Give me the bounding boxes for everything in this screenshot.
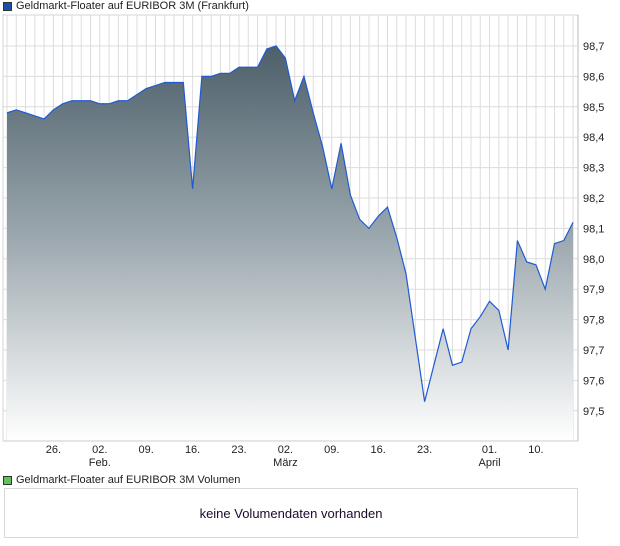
y-tick-label: 97,8 <box>583 315 604 327</box>
volume-message: keine Volumendaten vorhanden <box>199 505 383 521</box>
price-line <box>6 45 574 402</box>
x-tick-label: 16. <box>185 444 200 456</box>
y-tick-label: 97,7 <box>583 345 604 357</box>
y-tick-label: 98,1 <box>583 223 604 235</box>
volume-panel: keine Volumendaten vorhanden <box>4 488 578 538</box>
x-tick-label: 23. <box>417 444 432 456</box>
x-tick-label: 23. <box>231 444 246 456</box>
x-tick-month-label: März <box>273 457 297 469</box>
legend-swatch-icon <box>3 1 12 11</box>
y-tick-label: 98,6 <box>583 71 604 83</box>
main-legend: Geldmarkt-Floater auf EURIBOR 3M (Frankf… <box>3 0 249 12</box>
y-tick-label: 97,9 <box>583 284 604 296</box>
price-area <box>7 46 574 441</box>
x-tick-month-label: April <box>479 457 501 469</box>
y-tick-label: 97,6 <box>583 375 604 387</box>
y-tick-label: 97,5 <box>583 406 604 418</box>
x-tick-label: 02. <box>92 444 107 456</box>
x-tick-label: 09. <box>139 444 154 456</box>
x-tick-month-label: Feb. <box>89 457 111 469</box>
y-tick-label: 98,7 <box>583 41 604 53</box>
y-tick-label: 98,4 <box>583 132 604 144</box>
legend-label: Geldmarkt-Floater auf EURIBOR 3M Volumen <box>16 474 241 486</box>
x-tick-label: 26. <box>46 444 61 456</box>
y-tick-label: 98,5 <box>583 102 604 114</box>
x-tick-label: 09. <box>324 444 339 456</box>
x-tick-label: 01. <box>482 444 497 456</box>
y-tick-label: 98,0 <box>583 254 604 266</box>
y-tick-label: 98,3 <box>583 163 604 175</box>
y-tick-label: 98,2 <box>583 193 604 205</box>
x-tick-label: 10. <box>528 444 543 456</box>
volume-legend: Geldmarkt-Floater auf EURIBOR 3M Volumen <box>3 474 240 486</box>
x-tick-label: 02. <box>278 444 293 456</box>
legend-swatch-icon <box>3 475 12 485</box>
price-chart: 97,5 97,6 97,7 97,8 97,9 98,0 98,1 98,2 98,3 98,4… <box>2 14 604 469</box>
x-tick-label: 16. <box>371 444 386 456</box>
legend-label: Geldmarkt-Floater auf EURIBOR 3M (Frankf… <box>16 0 249 12</box>
